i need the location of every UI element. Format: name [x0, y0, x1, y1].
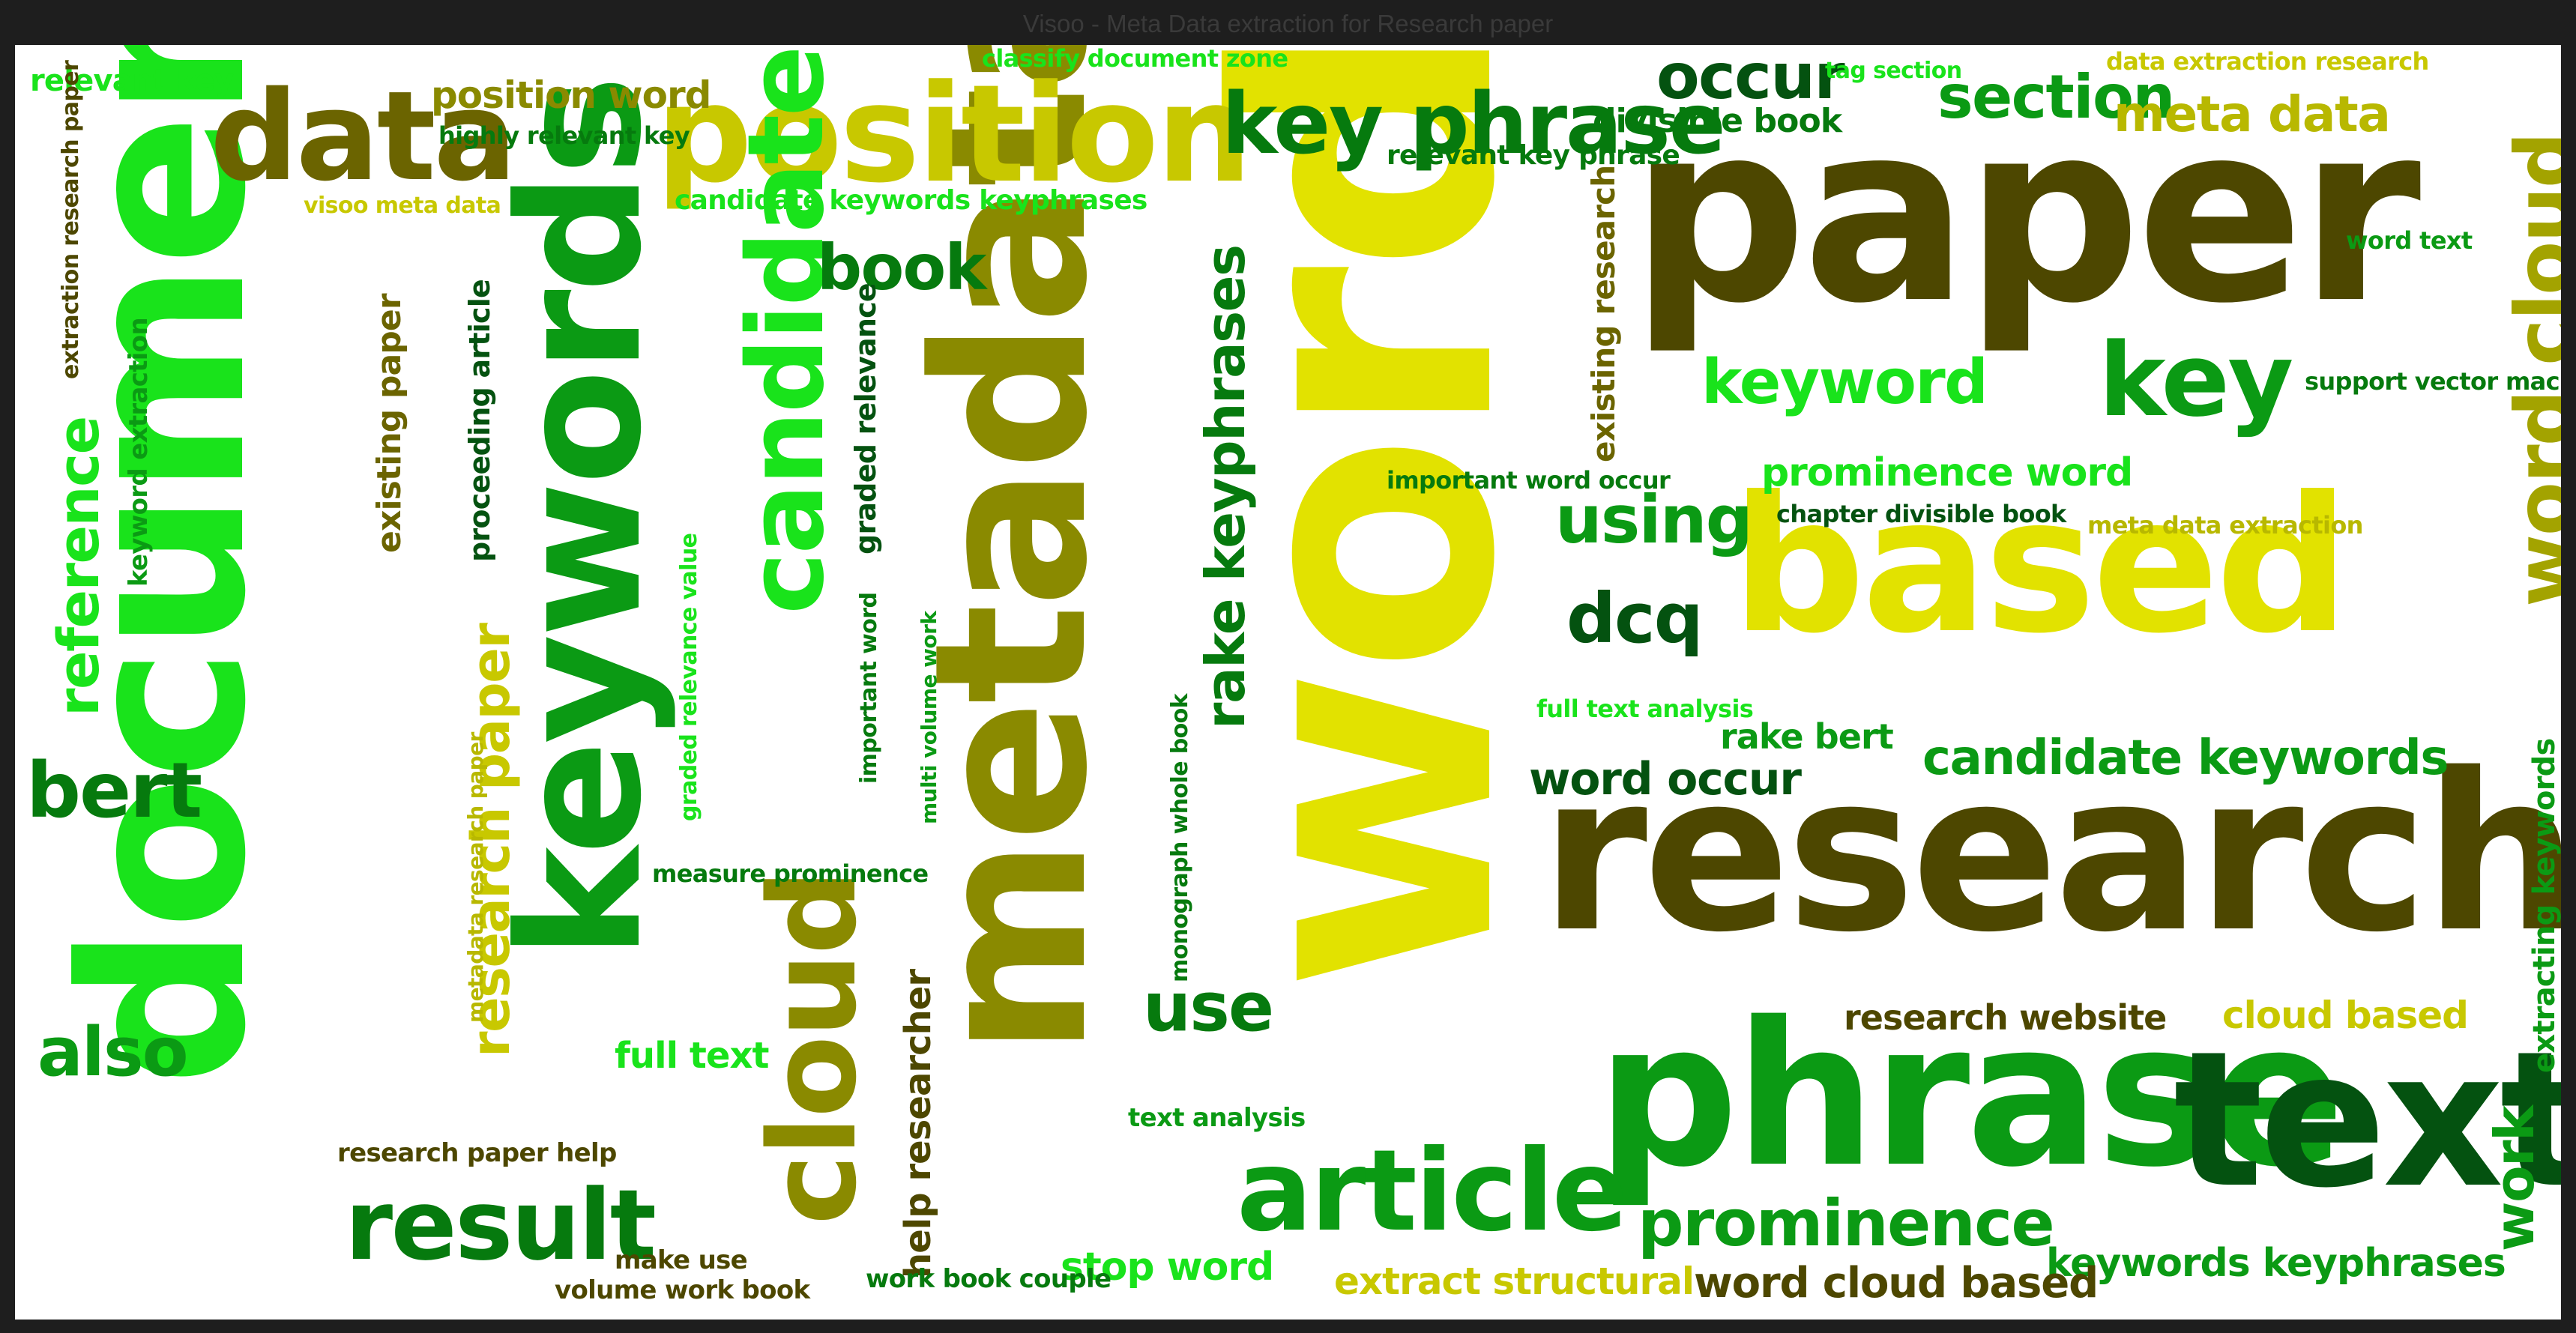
word-cloud-term: phrase [1596, 980, 2345, 1211]
word-cloud-term: article [1237, 1126, 1628, 1257]
word-cloud-term: key [2099, 321, 2293, 439]
word-cloud-term: section [1937, 62, 2175, 132]
word-cloud-term: volume work book [555, 1275, 810, 1305]
word-cloud-term: extracting keywords [2527, 738, 2561, 1073]
word-cloud-term: reference [45, 417, 112, 716]
word-cloud-term: research paper help [337, 1138, 617, 1168]
word-cloud-term: measure prominence [652, 859, 929, 888]
word-cloud-term: graded relevance [849, 283, 882, 554]
word-cloud-term: prominence [1638, 1186, 2055, 1261]
word-cloud-term: cloud [743, 871, 883, 1225]
word-cloud-term: position [656, 56, 1252, 213]
word-cloud-term: proceeding article [463, 279, 496, 562]
word-cloud-term: monograph whole book [1167, 693, 1193, 982]
title-bar: Visoo - Meta Data extraction for Researc… [0, 0, 2576, 45]
word-cloud-term: stop word [1061, 1245, 1274, 1290]
word-cloud-term: candidate [726, 47, 848, 614]
word-cloud-term: research website [1844, 997, 2167, 1038]
word-cloud-term: research [1540, 728, 2561, 980]
word-cloud-term: full text analysis [1536, 695, 1754, 723]
word-cloud-term: keyword extraction [124, 318, 154, 587]
word-cloud-term: highly relevant key [438, 121, 690, 150]
word-cloud-term: key phrase [1222, 76, 1726, 173]
word-cloud: word paper research phrase text based me… [15, 45, 2561, 1320]
word-cloud-term: work [2483, 1106, 2546, 1251]
word-cloud-term: rake bert [1720, 716, 1894, 757]
word-cloud-term: cloud based [2222, 994, 2469, 1037]
word-cloud-term: meta data [2114, 85, 2391, 143]
word-cloud-term: make use [615, 1245, 748, 1275]
word-cloud-term: candidate keywords keyphrases [675, 185, 1147, 216]
word-cloud-term: use [1143, 968, 1274, 1047]
word-cloud-term: bert [26, 746, 202, 835]
word-cloud-term: metadata research paper [463, 732, 488, 1023]
word-cloud-term: data extraction research [2106, 47, 2429, 76]
word-cloud-term: result [345, 1168, 657, 1282]
word-cloud-term: prominence word [1761, 450, 2133, 495]
word-cloud-term: meta data extraction [2087, 511, 2363, 539]
word-cloud-term: occur [1656, 45, 1845, 113]
word-cloud-term: text [2174, 1011, 2561, 1229]
word-cloud-term: word occur [1529, 753, 1802, 805]
word-cloud-term: help researcher [897, 969, 939, 1278]
word-cloud-term: using [1555, 481, 1753, 558]
window-title: Visoo - Meta Data extraction for Researc… [1022, 10, 1554, 37]
word-cloud-term: position word [431, 73, 711, 117]
word-cloud-term: book [817, 231, 986, 304]
word-cloud-term: rake keyphrases [1194, 245, 1257, 730]
word-cloud-term: work book couple [866, 1264, 1111, 1294]
word-cloud-term: existing research [1585, 165, 1622, 462]
word-cloud-term: based [1731, 456, 2350, 674]
word-cloud-term: existing paper [370, 294, 408, 553]
word-cloud-term: tag section [1825, 58, 1962, 84]
word-cloud-term: word cloud based [1694, 1259, 2099, 1308]
word-cloud-term: word text [2346, 226, 2473, 255]
word-cloud-term: extraction research paper [58, 60, 84, 379]
word-cloud-term: also [37, 1013, 189, 1092]
word-cloud-term: text analysis [1128, 1103, 1306, 1133]
word-cloud-term: multi volume work [917, 611, 941, 824]
word-cloud-term: relevant key [30, 64, 234, 98]
word-cloud-term: keywords keyphrases [2046, 1241, 2506, 1286]
word-cloud-term: visoo meta data [304, 193, 501, 219]
word-cloud-term: extract structural [1334, 1260, 1695, 1303]
word-cloud-term: dcq [1566, 578, 1704, 659]
word-cloud-term: full text [615, 1035, 769, 1077]
word-cloud-term: keyword [1701, 347, 1988, 418]
word-cloud-term: data [210, 64, 517, 208]
word-cloud-term: divisible book [1593, 102, 1842, 140]
word-cloud-term: chapter divisible book [1776, 500, 2066, 528]
word-cloud-term: graded relevance value [676, 533, 702, 821]
word-cloud-term: classify document zone [982, 45, 1288, 73]
word-cloud-term: paper [1630, 70, 2421, 357]
word-cloud-term: important word [856, 592, 882, 784]
word-cloud-term: candidate keywords [1922, 731, 2449, 786]
word-cloud-term: support vector machine [2305, 367, 2561, 396]
word-cloud-term: important word occur [1387, 466, 1671, 495]
word-cloud-term: relevant key phrase [1387, 140, 1680, 171]
